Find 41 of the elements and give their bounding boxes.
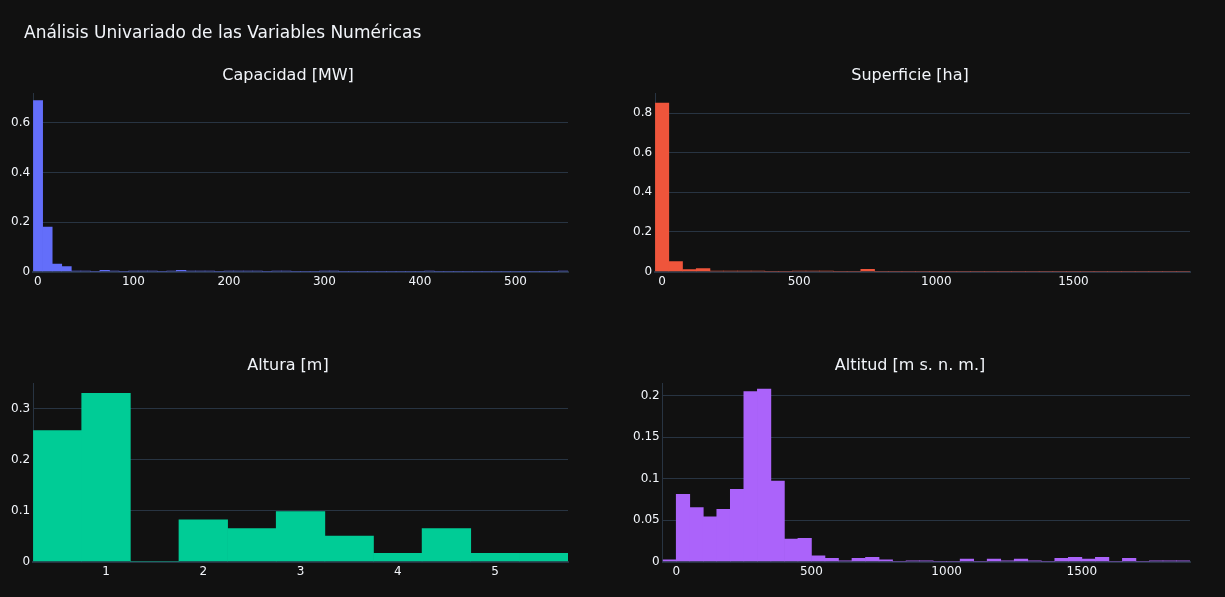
y-tick-label: 0.6: [632, 144, 653, 159]
y-tick-label: 0.2: [10, 451, 31, 466]
y-tick-label: 0.4: [10, 164, 31, 179]
y-tick-label: 0: [652, 553, 660, 568]
x-tick-label: 500: [799, 563, 823, 578]
y-tick-label: 0.8: [632, 105, 653, 120]
x-tick-label: 4: [393, 563, 402, 578]
y-tick-label: 0.4: [632, 184, 653, 199]
x-tick-label: 300: [312, 273, 336, 288]
x-tick-label: 2: [199, 563, 208, 578]
x-tick-label: 500: [504, 273, 527, 288]
x-tick-label: 0: [672, 563, 681, 578]
x-tick-label: 500: [787, 273, 811, 288]
y-tick-label: 0.2: [10, 214, 31, 229]
x-tick-label: 1500: [1066, 563, 1098, 578]
y-tick-label: 0.6: [10, 115, 31, 130]
y-tick-label: 0: [644, 263, 653, 278]
x-tick-label: 1: [102, 563, 110, 578]
x-tick-label: 0: [34, 273, 42, 288]
y-tick-label: 0.2: [632, 224, 653, 239]
x-tick-label: 5: [491, 563, 499, 578]
y-tick-label: 0.2: [640, 387, 660, 402]
y-tick-label: 0.1: [10, 502, 31, 517]
x-tick-label: 1000: [920, 273, 952, 288]
y-tick-label: 0.1: [640, 470, 660, 485]
y-tick-label: 0.15: [633, 429, 660, 444]
y-tick-label: 0.3: [10, 400, 31, 415]
y-tick-label: 0: [22, 553, 31, 568]
x-tick-label: 3: [296, 563, 305, 578]
y-tick-label: 0.05: [633, 512, 660, 527]
chart-title: Capacidad [MW]: [222, 64, 354, 84]
chart-title: Superficie [ha]: [851, 64, 969, 84]
chart-title: Altitud [m s. n. m.]: [834, 354, 986, 374]
y-tick-label: 0: [22, 263, 31, 278]
x-tick-label: 1000: [931, 563, 962, 578]
x-tick-label: 100: [121, 273, 145, 288]
x-tick-label: 1500: [1058, 273, 1089, 288]
text: Análisis Univariado de las Variables Numéricas: [24, 22, 422, 42]
x-tick-label: 400: [408, 273, 432, 288]
chart-title: Altura [m]: [247, 354, 329, 374]
x-tick-label: 200: [217, 273, 241, 288]
